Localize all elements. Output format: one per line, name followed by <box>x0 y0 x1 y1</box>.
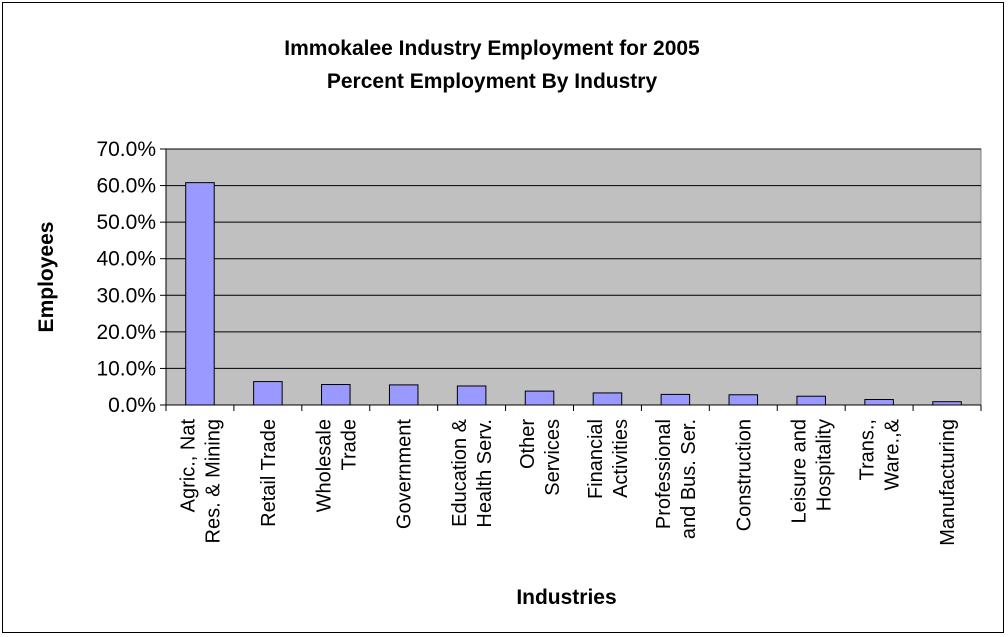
x-category-label-3: Government <box>394 419 416 529</box>
chart-title: Immokalee Industry Employment for 2005 <box>284 37 700 60</box>
x-category-label-8-line-0: Construction <box>733 419 755 531</box>
x-category-label-5-line-1: Services <box>542 419 564 496</box>
x-category-label-3-line-0: Government <box>394 419 416 529</box>
y-tick-label-5: 50.0% <box>96 211 156 234</box>
x-category-label-5: Other Services <box>517 419 564 496</box>
bar-6 <box>592 392 623 406</box>
x-category-label-4: Education & Health Serv. <box>449 418 496 527</box>
x-category-label-2: Wholesale Trade <box>313 419 360 512</box>
y-tick-label-6: 60.0% <box>96 175 156 198</box>
x-category-label-6-line-1: Activities <box>610 419 632 498</box>
x-category-labels: Agric., Nat Res. & Mining Retail Trade Whol… <box>177 418 959 545</box>
x-category-label-5-line-0: Other <box>517 419 539 469</box>
bar-8 <box>728 394 759 406</box>
x-category-label-7-line-0: Professional <box>653 419 675 529</box>
bar-chart: Immokalee Industry Employment for 2005 P… <box>35 37 982 609</box>
bar-3 <box>388 384 419 406</box>
x-category-label-10: Trans., Ware.,& <box>857 418 904 490</box>
x-category-label-8: Construction <box>733 419 755 531</box>
y-tick-label-4: 40.0% <box>96 248 156 271</box>
y-tick-labels: 0.0% 10.0% 20.0% 30.0% 40.0% 50.0% 60.0% 70.0% <box>96 138 156 417</box>
x-category-label-4-line-0: Education & <box>449 418 471 527</box>
x-category-label-0: Agric., Nat Res. & Mining <box>177 419 224 544</box>
x-category-label-1: Retail Trade <box>258 419 280 527</box>
x-category-label-2-line-0: Wholesale <box>313 419 335 512</box>
gridlines <box>166 148 981 369</box>
bar-5 <box>524 390 555 406</box>
y-tick-label-2: 20.0% <box>96 321 156 344</box>
bar-10 <box>864 399 894 406</box>
x-category-label-10-line-0: Trans., <box>857 419 879 481</box>
bar-7 <box>660 393 691 406</box>
chart-subtitle: Percent Employment By Industry <box>327 70 658 93</box>
plot-area <box>165 148 982 406</box>
x-category-label-2-line-1: Trade <box>338 419 360 471</box>
bar-0 <box>185 182 215 406</box>
x-category-label-7-line-1: and Bus. Ser. <box>678 419 700 539</box>
x-category-label-9: Leisure and Hospitality <box>789 419 836 524</box>
x-category-label-11-line-0: Manufacturing <box>937 419 959 546</box>
x-axis-title: Industries <box>516 586 616 609</box>
y-tick-label-3: 30.0% <box>96 284 156 307</box>
x-category-label-10-line-1: Ware.,& <box>882 418 904 490</box>
x-category-label-9-line-1: Hospitality <box>814 419 836 511</box>
bar-1 <box>253 381 283 406</box>
bar-2 <box>321 384 351 406</box>
bar-4 <box>456 385 487 406</box>
x-category-label-6: Financial Activities <box>585 419 632 499</box>
axes <box>160 148 982 411</box>
x-category-label-9-line-0: Leisure and <box>789 419 811 524</box>
x-category-label-7: Professional and Bus. Ser. <box>653 419 700 539</box>
x-category-label-11: Manufacturing <box>937 419 959 546</box>
x-category-label-4-line-1: Health Serv. <box>474 419 496 528</box>
y-axis-title: Employees <box>35 222 58 333</box>
x-category-label-0-line-0: Agric., Nat <box>177 419 199 513</box>
y-tick-label-7: 70.0% <box>96 138 156 161</box>
x-category-label-0-line-1: Res. & Mining <box>202 419 224 544</box>
y-tick-label-0: 0.0% <box>108 394 156 417</box>
y-tick-label-1: 10.0% <box>96 357 156 380</box>
x-category-label-1-line-0: Retail Trade <box>258 419 280 527</box>
x-category-label-6-line-0: Financial <box>585 419 607 499</box>
bar-9 <box>796 395 826 406</box>
